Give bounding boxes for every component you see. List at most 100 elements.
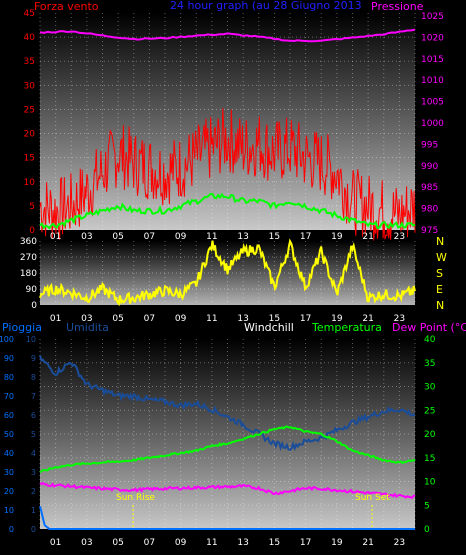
hour-tick-label: 07 <box>144 232 155 242</box>
humidity-axis-tick: 100 <box>0 335 14 344</box>
wind-axis-tick: 5 <box>29 202 35 212</box>
wind-axis-tick: 30 <box>24 81 36 91</box>
rain-axis-tick: 3 <box>31 468 36 477</box>
dewpoint-label: Dew Point (°C) <box>392 321 466 334</box>
hour-tick-label: 07 <box>144 314 155 324</box>
temperature-axis-tick: 0 <box>424 525 430 535</box>
hour-tick-label: 05 <box>112 232 123 242</box>
rain-axis-tick: 0 <box>31 525 36 534</box>
hour-tick-label: 21 <box>362 538 373 548</box>
humidity-line <box>39 355 416 452</box>
rain-axis-tick: 5 <box>31 430 36 439</box>
humidity-label: Umidita <box>66 321 109 334</box>
temp-panel-grid <box>39 339 416 529</box>
hour-tick-label: 15 <box>269 314 280 324</box>
wind-panel-labels: 45 40 35 30 25 20 15 10 5 0 1025 1020 1015 1010 1005 10… <box>24 9 445 242</box>
rain-line <box>39 505 415 530</box>
direction-axis-tick: 360 <box>20 237 37 247</box>
windchill-label: Windchill <box>244 321 294 334</box>
rain-label: Pioggia <box>2 321 42 334</box>
rain-axis-tick: 10 <box>26 335 36 344</box>
hour-tick-label: 11 <box>206 232 217 242</box>
direction-letter: W <box>436 251 447 264</box>
pressure-axis-tick: 1000 <box>421 119 444 129</box>
pressure-axis-tick: 975 <box>421 226 438 236</box>
wind-panel-series <box>39 28 416 241</box>
direction-panel-series <box>39 238 416 307</box>
pressure-axis-tick: 1010 <box>421 76 444 86</box>
temperature-axis-tick: 5 <box>424 501 430 511</box>
wind-axis-tick: 25 <box>24 105 35 115</box>
wind-axis-tick: 40 <box>24 33 36 43</box>
temperature-label: Temperatura <box>311 321 382 334</box>
wind-label: Forza vento <box>34 0 99 13</box>
temp-panel-bg <box>40 339 415 529</box>
direction-letter: S <box>436 267 443 280</box>
sunset-label: Sun Set <box>355 493 390 503</box>
hour-tick-label: 17 <box>300 232 311 242</box>
temperature-axis-tick: 30 <box>424 383 436 393</box>
hour-tick-label: 19 <box>331 232 343 242</box>
direction-axis-tick: 90 <box>26 285 38 295</box>
direction-letter: N <box>436 235 444 248</box>
hour-tick-label: 13 <box>237 314 248 324</box>
hour-tick-label: 13 <box>237 538 248 548</box>
pressure-axis-tick: 995 <box>421 140 438 150</box>
hour-tick-label: 01 <box>50 538 61 548</box>
temperature-axis-tick: 10 <box>424 478 436 488</box>
temperature-axis-tick: 25 <box>424 406 435 416</box>
hour-tick-label: 01 <box>50 232 61 242</box>
pressure-label: Pressione <box>371 0 424 13</box>
hour-tick-label: 09 <box>175 314 187 324</box>
rain-axis-tick: 7 <box>31 392 36 401</box>
hour-tick-label: 21 <box>362 314 373 324</box>
hour-tick-label: 03 <box>81 314 92 324</box>
wind-axis-tick: 15 <box>24 154 35 164</box>
humidity-axis-tick: 60 <box>4 411 14 420</box>
hour-tick-label: 17 <box>300 538 311 548</box>
hour-tick-label: 05 <box>112 538 123 548</box>
direction-axis-tick: 270 <box>20 253 37 263</box>
humidity-axis-tick: 30 <box>4 468 14 477</box>
humidity-axis-tick: 0 <box>9 525 14 534</box>
chart-title: 24 hour graph (au 28 Giugno 2013 <box>170 0 362 12</box>
hour-tick-label: 11 <box>206 538 217 548</box>
hour-tick-label: 23 <box>394 314 405 324</box>
hour-tick-label: 21 <box>362 232 373 242</box>
dewpoint-line <box>39 481 416 500</box>
wind-axis-tick: 20 <box>24 130 36 140</box>
pressure-line <box>39 28 416 43</box>
hour-tick-label: 15 <box>269 538 280 548</box>
direction-panel-grid <box>39 241 416 305</box>
wind-axis-tick: 10 <box>24 178 36 188</box>
hour-tick-label: 15 <box>269 232 280 242</box>
pressure-axis-tick: 985 <box>421 183 438 193</box>
hour-tick-label: 09 <box>175 232 187 242</box>
hour-tick-label: 23 <box>394 232 405 242</box>
pressure-axis-tick: 1005 <box>421 98 444 108</box>
hour-tick-label: 23 <box>394 538 405 548</box>
rain-axis-tick: 2 <box>31 487 36 496</box>
rain-axis-tick: 1 <box>31 506 36 515</box>
rain-axis-tick: 8 <box>31 373 36 382</box>
rain-axis-tick: 4 <box>31 449 36 458</box>
hour-tick-label: 19 <box>331 314 343 324</box>
temperature-line <box>39 425 416 473</box>
direction-axis-tick: 0 <box>31 301 37 311</box>
hour-tick-label: 17 <box>300 314 311 324</box>
temperature-axis-tick: 35 <box>424 359 435 369</box>
humidity-axis-tick: 10 <box>4 506 14 515</box>
hour-tick-label: 01 <box>50 314 61 324</box>
hour-tick-label: 03 <box>81 538 92 548</box>
humidity-axis-tick: 50 <box>4 430 14 439</box>
hour-tick-label: 13 <box>237 232 248 242</box>
direction-axis-tick: 180 <box>20 269 37 279</box>
wind-direction-line <box>39 238 416 307</box>
rain-axis-tick: 9 <box>31 354 36 363</box>
humidity-axis-tick: 90 <box>4 354 14 363</box>
humidity-axis-tick: 40 <box>4 449 14 458</box>
temperature-axis-tick: 15 <box>424 454 435 464</box>
pressure-axis-tick: 1025 <box>421 12 444 22</box>
